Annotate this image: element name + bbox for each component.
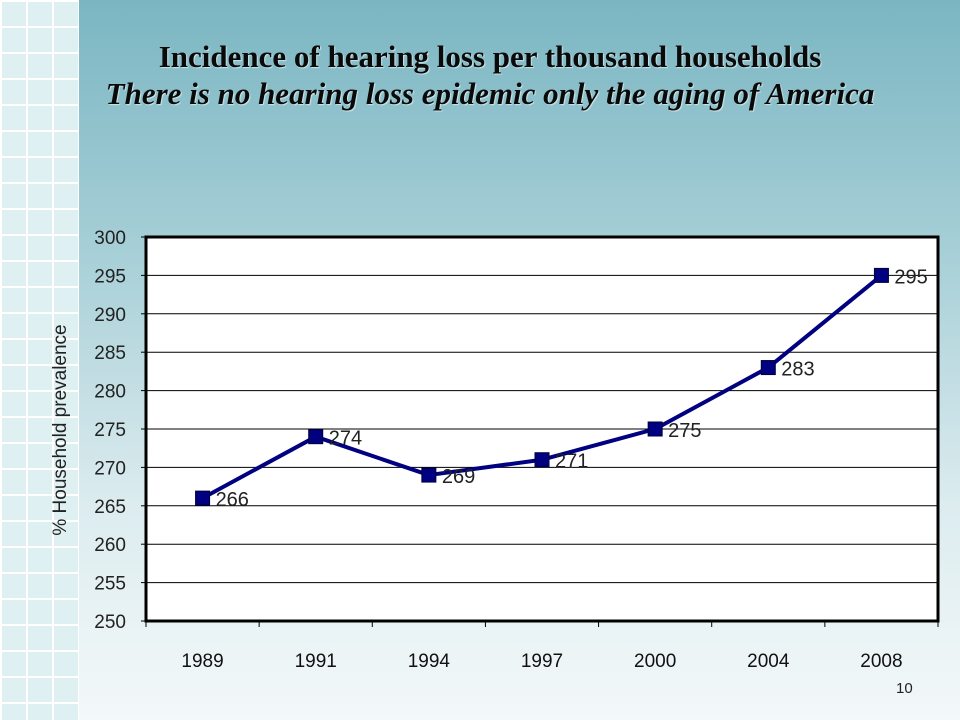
y-axis-ticks: 250 255 260 265 270 275 280 285 290 295 300 xyxy=(94,228,146,633)
x-tick-label: 1991 xyxy=(295,651,337,672)
y-tick-label: 295 xyxy=(94,266,126,287)
y-axis-label: % Household prevalence xyxy=(50,324,71,535)
x-axis-ticks: 1989 1991 1994 1997 2000 2004 2008 xyxy=(145,621,939,672)
y-tick-label: 290 xyxy=(94,305,126,326)
series-group: 266 274 269 271 275 283 295 xyxy=(195,266,928,511)
data-point-marker xyxy=(421,467,437,483)
y-tick-label: 260 xyxy=(94,535,126,556)
y-tick-label: 265 xyxy=(94,497,126,518)
data-label: 266 xyxy=(216,489,249,511)
data-point-marker xyxy=(308,429,324,445)
y-tick-label: 250 xyxy=(94,612,126,633)
decorative-grid-strip xyxy=(0,0,79,720)
title-line-1: Incidence of hearing loss per thousand h… xyxy=(158,39,822,74)
data-label: 275 xyxy=(668,420,701,442)
y-tick-label: 300 xyxy=(94,228,126,249)
x-tick-label: 2008 xyxy=(860,651,902,672)
gridlines xyxy=(146,274,938,584)
data-label: 295 xyxy=(894,266,927,288)
data-label: 271 xyxy=(555,451,588,473)
title-line-2: There is no hearing loss epidemic only t… xyxy=(105,76,875,111)
data-label: 269 xyxy=(442,466,475,488)
x-tick-label: 1994 xyxy=(408,651,451,672)
x-tick-label: 1989 xyxy=(181,651,223,672)
y-tick-label: 270 xyxy=(94,458,126,479)
data-point-marker xyxy=(647,421,663,437)
data-point-marker xyxy=(760,360,776,376)
x-tick-label: 2000 xyxy=(634,651,676,672)
y-tick-label: 285 xyxy=(94,343,126,364)
data-label: 274 xyxy=(329,428,362,450)
data-point-marker xyxy=(534,452,550,468)
y-tick-label: 255 xyxy=(94,574,126,595)
data-point-marker xyxy=(873,267,889,283)
y-tick-label: 280 xyxy=(94,382,126,403)
data-point-marker xyxy=(195,490,211,506)
slide-title: Incidence of hearing loss per thousand h… xyxy=(80,38,900,112)
x-tick-label: 2004 xyxy=(747,651,790,672)
plot-border xyxy=(144,235,940,623)
slide-number: 10 xyxy=(896,680,913,697)
x-tick-label: 1997 xyxy=(521,651,563,672)
y-tick-label: 275 xyxy=(94,420,126,441)
data-label: 283 xyxy=(781,359,814,381)
